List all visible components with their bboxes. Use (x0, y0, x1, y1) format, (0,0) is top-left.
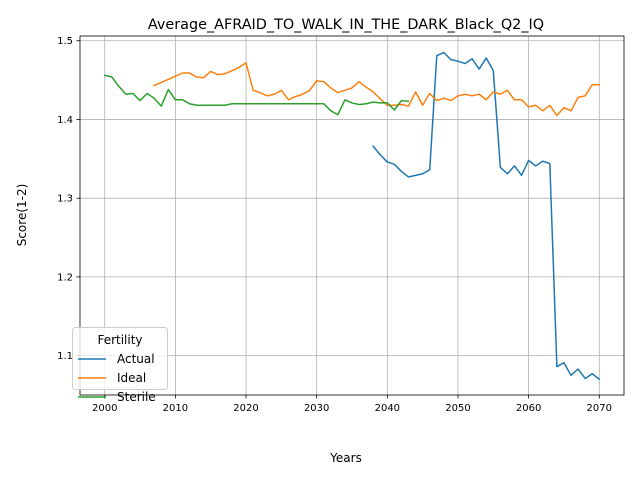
legend-box (72, 327, 168, 390)
legend: Fertility Actual Ideal Sterile (72, 327, 168, 404)
x-axis-label: Years (329, 451, 362, 465)
series-lines (103, 51, 601, 381)
x-tick-label: 2030 (304, 403, 329, 414)
y-tick-label: 1.2 (57, 272, 73, 283)
series-line-actual (372, 51, 601, 381)
x-axis: 2000 2010 2020 2030 2040 2050 2060 2070 (92, 395, 612, 414)
legend-title: Fertility (97, 333, 142, 347)
legend-label-sterile: Sterile (117, 390, 156, 404)
x-tick-label: 2010 (163, 403, 188, 414)
y-tick-label: 1.1 (57, 351, 73, 362)
x-tick-label: 2040 (375, 403, 400, 414)
y-tick-label: 1.5 (57, 36, 73, 47)
y-axis-label: Score(1-2) (15, 184, 29, 247)
x-tick-label: 2020 (233, 403, 258, 414)
plot-frame (79, 35, 625, 396)
y-tick-label: 1.4 (57, 115, 73, 126)
y-tick-label: 1.3 (57, 194, 73, 205)
legend-items: Actual Ideal Sterile (78, 352, 156, 404)
x-tick-label: 2000 (92, 403, 117, 414)
grid (80, 36, 624, 395)
series-line-ideal (153, 62, 601, 117)
legend-label-actual: Actual (117, 352, 155, 366)
x-tick-label: 2060 (516, 403, 541, 414)
y-axis: 1.1 1.2 1.3 1.4 1.5 (57, 36, 80, 362)
x-tick-label: 2050 (445, 403, 470, 414)
legend-label-ideal: Ideal (117, 371, 146, 385)
chart-title: Average_AFRAID_TO_WALK_IN_THE_DARK_Black… (148, 17, 544, 33)
x-tick-label: 2070 (587, 403, 612, 414)
series-line-sterile (103, 74, 410, 116)
